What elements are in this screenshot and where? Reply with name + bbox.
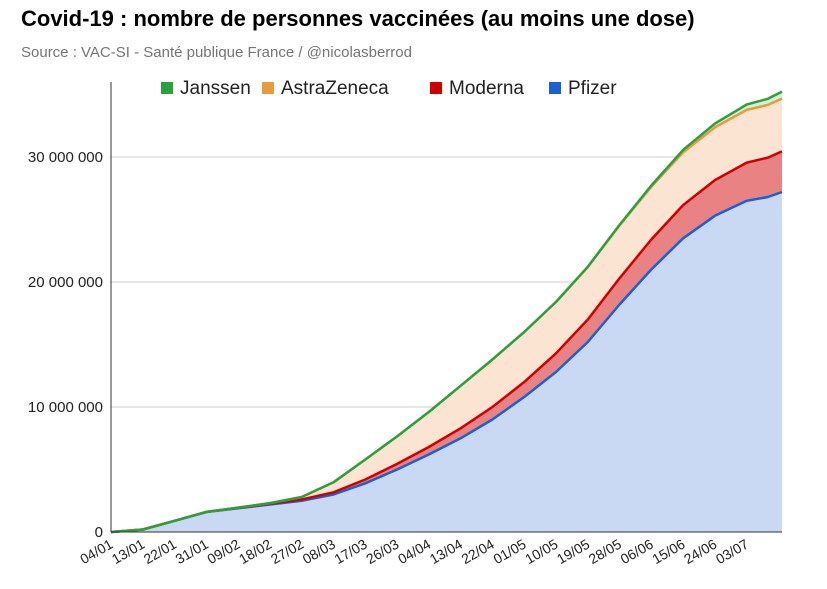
legend-swatch-astrazeneca [262, 82, 274, 94]
x-tick-label: 22/04 [459, 536, 498, 567]
legend-swatch-moderna [430, 82, 442, 94]
legend-swatch-pfizer [549, 82, 561, 94]
x-tick-label: 26/03 [363, 536, 402, 567]
y-tick-label: 30 000 000 [28, 149, 103, 166]
x-tick-label: 19/05 [554, 536, 593, 567]
x-tick-label: 18/02 [236, 536, 275, 567]
area-pfizer [111, 192, 782, 532]
y-tick-label: 10 000 000 [28, 399, 103, 416]
x-tick-label: 27/02 [268, 536, 307, 567]
legend: Janssen AstraZeneca Moderna Pfizer [161, 78, 617, 99]
x-tick-label: 09/02 [204, 536, 243, 567]
x-tick-label: 28/05 [586, 536, 625, 567]
x-tick-label: 10/05 [522, 536, 561, 567]
line-janssen [110, 90, 783, 534]
legend-label-janssen: Janssen [180, 78, 251, 99]
x-tick-label: 31/01 [173, 536, 212, 567]
series-lines [110, 90, 783, 534]
x-axis-ticks: 04/0113/0122/0131/0109/0218/0227/0208/03… [77, 536, 751, 567]
x-tick-label: 06/06 [617, 536, 656, 567]
y-axis-ticks: 0 10 000 000 20 000 000 30 000 000 [28, 149, 103, 541]
legend-label-moderna: Moderna [449, 78, 524, 99]
x-tick-label: 04/04 [395, 536, 434, 567]
x-tick-label: 08/03 [300, 536, 339, 567]
chart-subtitle: Source : VAC-SI - Santé publique France … [21, 44, 412, 61]
y-tick-label: 0 [95, 524, 103, 541]
x-tick-label: 13/01 [109, 536, 148, 567]
legend-swatch-janssen [161, 82, 173, 94]
x-tick-label: 24/06 [681, 536, 720, 567]
x-tick-label: 03/07 [713, 536, 752, 567]
chart-title: Covid-19 : nombre de personnes vaccinées… [21, 6, 695, 31]
area-astrazeneca [111, 98, 782, 532]
x-tick-label: 15/06 [649, 536, 688, 567]
legend-label-astrazeneca: AstraZeneca [281, 78, 389, 99]
stacked-areas [111, 91, 782, 532]
area-moderna [111, 151, 782, 532]
x-tick-label: 01/05 [490, 536, 529, 567]
x-tick-label: 13/04 [427, 536, 466, 567]
y-tick-label: 20 000 000 [28, 274, 103, 291]
x-tick-label: 22/01 [141, 536, 180, 567]
x-tick-label: 17/03 [331, 536, 370, 567]
legend-label-pfizer: Pfizer [568, 78, 617, 99]
